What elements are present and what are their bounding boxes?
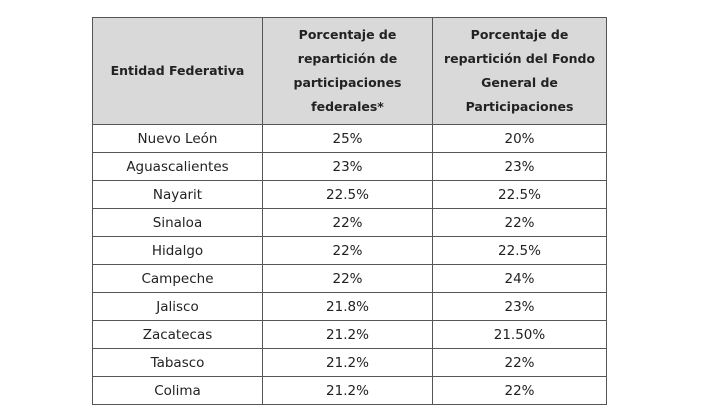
table-cell: 23% [432,152,607,181]
table-cell: 22.5% [262,180,433,209]
table-row: Aguascalientes 23% 23% [92,152,607,181]
table-cell: Sinaloa [92,208,263,237]
table-cell: Nayarit [92,180,263,209]
header-cell: Porcentaje de repartición de participaci… [262,17,433,125]
table-cell: 22% [432,348,607,377]
table-cell: Tabasco [92,348,263,377]
table-row: Tabasco 21.2% 22% [92,348,607,377]
header-row: Entidad Federativa Porcentaje de repartic… [92,17,607,125]
table-cell: Jalisco [92,292,263,321]
table-cell: 22% [262,236,433,265]
table-row: Nayarit 22.5% 22.5% [92,180,607,209]
table-cell: 23% [262,152,433,181]
table-cell: 21.2% [262,376,433,405]
table-cell: 25% [262,124,433,153]
table-cell: 22.5% [432,236,607,265]
table-cell: 24% [432,264,607,293]
participation-table: Entidad Federativa Porcentaje de repartic… [92,17,607,405]
table-cell: 21.8% [262,292,433,321]
table-row: Sinaloa 22% 22% [92,208,607,237]
table-cell: 21.50% [432,320,607,349]
table-cell: 21.2% [262,348,433,377]
table-row: Campeche 22% 24% [92,264,607,293]
table-row: Hidalgo 22% 22.5% [92,236,607,265]
table-body: Nuevo León 25% 20% Aguascalientes 23% 23% Naya… [92,124,607,405]
table-cell: 22% [432,208,607,237]
table-cell: Zacatecas [92,320,263,349]
table-cell: 22% [262,264,433,293]
table-cell: 22% [432,376,607,405]
table-cell: Colima [92,376,263,405]
table-cell: Hidalgo [92,236,263,265]
table-cell: 22% [262,208,433,237]
header-cell: Entidad Federativa [92,17,263,125]
table-row: Nuevo León 25% 20% [92,124,607,153]
table-cell: Campeche [92,264,263,293]
table-cell: Aguascalientes [92,152,263,181]
table-row: Colima 21.2% 22% [92,376,607,405]
table-cell: 23% [432,292,607,321]
table-cell: 20% [432,124,607,153]
table-cell: 22.5% [432,180,607,209]
table-row: Jalisco 21.8% 23% [92,292,607,321]
header-cell: Porcentaje de repartición del Fondo Gene… [432,17,607,125]
table-row: Zacatecas 21.2% 21.50% [92,320,607,349]
table-cell: 21.2% [262,320,433,349]
table-cell: Nuevo León [92,124,263,153]
